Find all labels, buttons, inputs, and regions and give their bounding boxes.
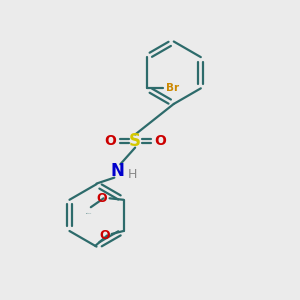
Text: H: H bbox=[128, 168, 137, 181]
Text: O: O bbox=[154, 134, 166, 148]
Text: Br: Br bbox=[166, 83, 179, 93]
Text: methoxy: methoxy bbox=[86, 212, 92, 214]
Text: O: O bbox=[99, 229, 110, 242]
Text: O: O bbox=[104, 134, 116, 148]
Text: S: S bbox=[129, 132, 141, 150]
Text: O: O bbox=[96, 192, 106, 205]
Text: N: N bbox=[110, 162, 124, 180]
